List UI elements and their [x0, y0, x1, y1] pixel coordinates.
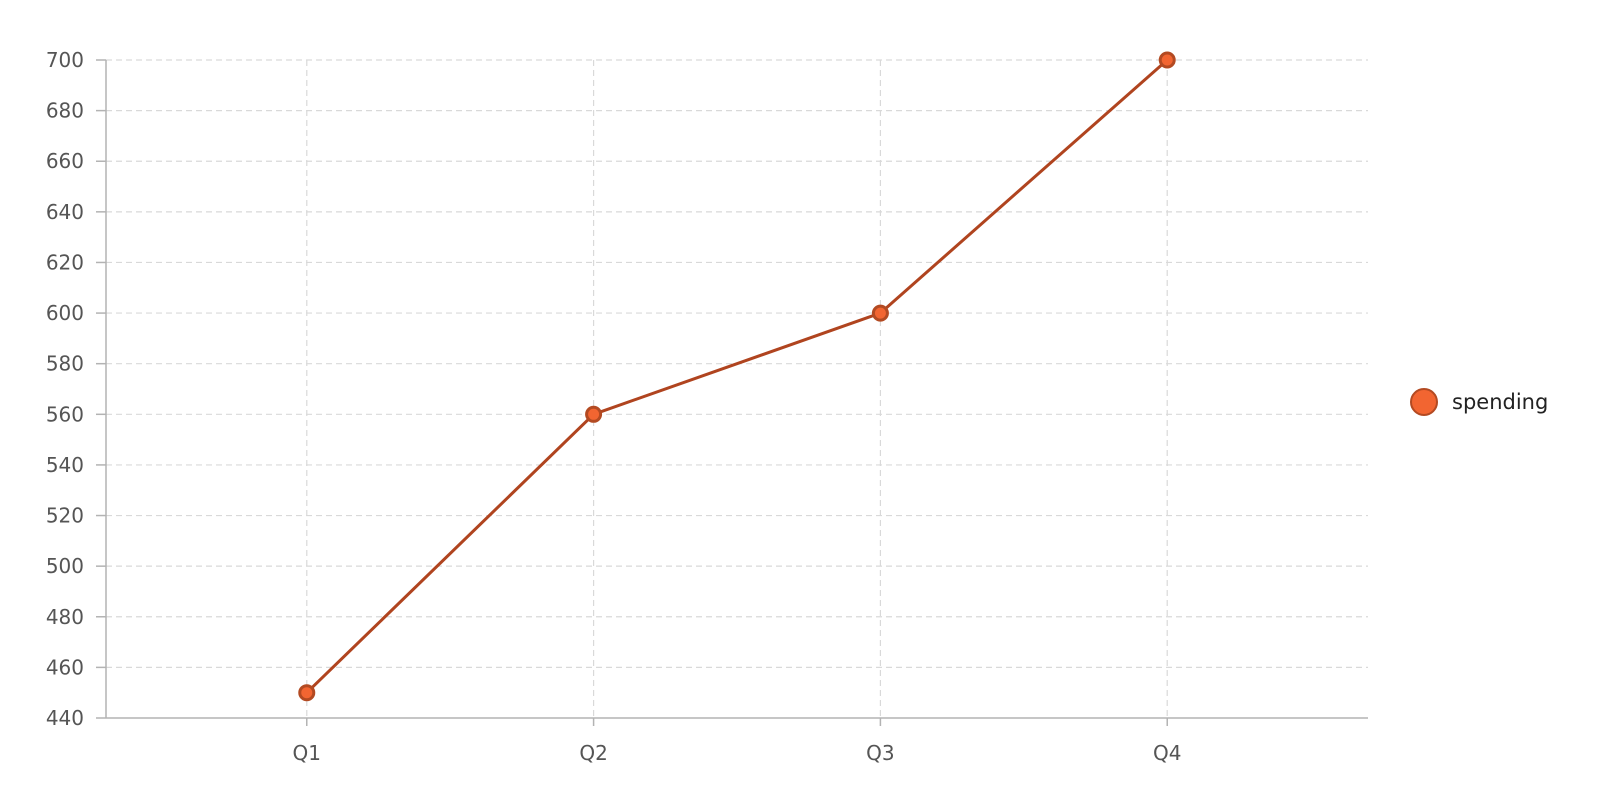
x-tick-label: Q1 — [293, 741, 321, 765]
x-tick-label: Q3 — [866, 741, 894, 765]
legend: spending — [1410, 388, 1548, 416]
axes: 440 460 480 500 520 540 560 580 600 620 640 660 680 7… — [46, 48, 1368, 765]
y-tick-label: 540 — [46, 453, 84, 477]
y-tick-label: 520 — [46, 504, 84, 528]
grid — [106, 59, 1368, 718]
y-tick-label: 580 — [46, 352, 84, 376]
y-tick-label: 480 — [46, 605, 84, 629]
x-tick-label: Q4 — [1153, 741, 1181, 765]
y-tick-label: 460 — [46, 655, 84, 679]
legend-label-spending: spending — [1452, 390, 1549, 414]
y-tick-label: 660 — [46, 149, 84, 173]
data-point-Q3[interactable] — [871, 304, 889, 322]
series-line-spending — [305, 58, 1169, 694]
y-tick-label: 440 — [46, 706, 84, 730]
data-point-Q1[interactable] — [298, 684, 316, 702]
y-tick-label: 600 — [46, 301, 84, 325]
series-spending — [298, 51, 1176, 702]
y-tick-label: 620 — [46, 250, 84, 274]
y-tick-label: 700 — [46, 48, 84, 72]
y-tick-label: 640 — [46, 200, 84, 224]
y-tick-label: 560 — [46, 402, 84, 426]
y-tick-label: 680 — [46, 99, 84, 123]
data-point-Q2[interactable] — [585, 405, 603, 423]
x-tick-label: Q2 — [579, 741, 607, 765]
legend-marker-spending — [1410, 388, 1438, 416]
data-point-Q4[interactable] — [1158, 51, 1176, 69]
y-tick-label: 500 — [46, 554, 84, 578]
